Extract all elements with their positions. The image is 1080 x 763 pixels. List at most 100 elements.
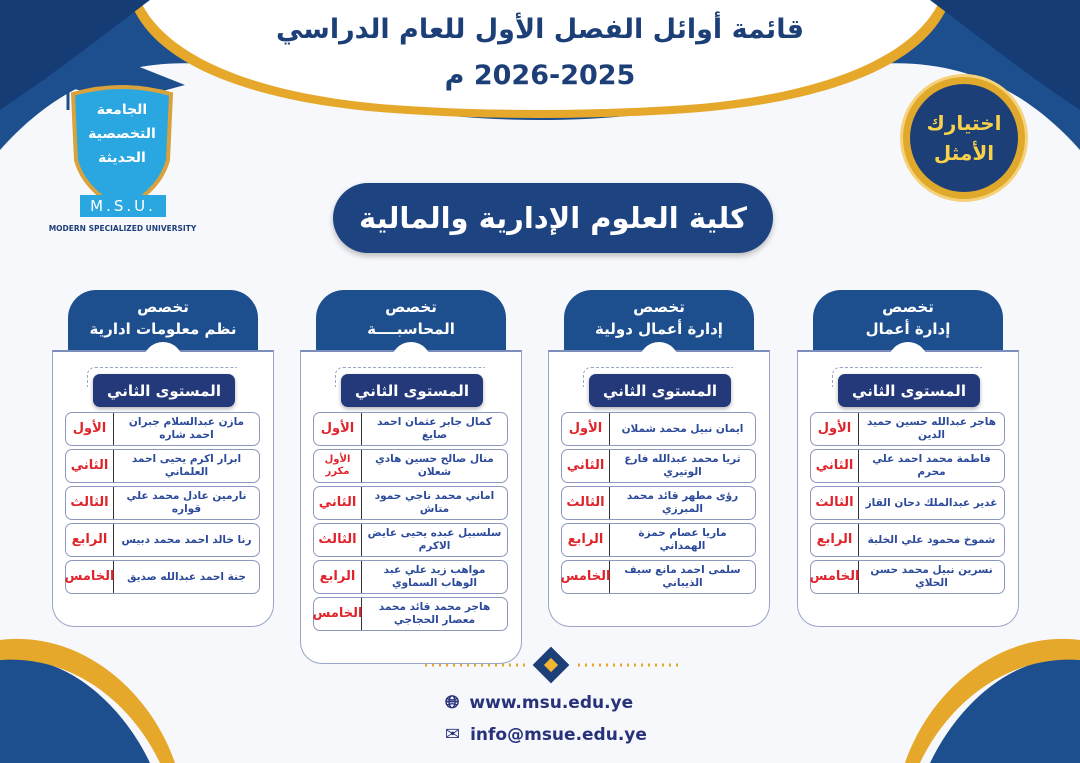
ranking-card: المستوى الثاني الأول ايمان نبيل محمد شملان… xyxy=(548,342,770,627)
slogan-badge: اختيارك الأمثل xyxy=(903,77,1025,199)
rank-label: الرابع xyxy=(314,561,362,593)
student-name: ثريا محمد عبدالله فارع الوتيري xyxy=(624,453,741,478)
graduation-cap-shield-icon xyxy=(60,60,185,213)
logo-abbr: M.S.U. xyxy=(80,195,166,217)
ranking-row: الأول مازن عبدالسلام جبران احمد شاره xyxy=(65,412,260,446)
ranking-row: الخامس هاجر محمد قائد محمد معصار الحجاجي xyxy=(312,597,508,631)
faculty-title: كلية العلوم الإدارية والمالية xyxy=(333,183,773,253)
student-name: مازن عبدالسلام جبران احمد شاره xyxy=(128,416,245,441)
university-logo: الجامعة التخصصية الحديثة M.S.U. MODERN S… xyxy=(40,60,205,238)
rank-label: الثاني xyxy=(811,450,859,482)
major-name: إدارة أعمال دولية xyxy=(595,320,723,338)
badge-line2: الأمثل xyxy=(933,141,995,165)
card-notch xyxy=(143,342,183,362)
rank-label: الثاني xyxy=(562,450,610,482)
rank-label: الأول xyxy=(811,413,859,445)
website-contact[interactable]: 🌐︎ www.msu.edu.ye xyxy=(445,692,633,713)
student-name: ايمان نبيل محمد شملان xyxy=(621,422,744,435)
student-name: سلسبيل عبده يحيى عايض الاكرم xyxy=(367,527,502,552)
ranking-row: الثالث سلسبيل عبده يحيى عايض الاكرم xyxy=(313,523,508,557)
rank-label: الثاني xyxy=(66,450,114,482)
student-name: سلمى احمد مانع سيف الذيباني xyxy=(624,564,741,589)
rank-label: الثالث xyxy=(811,487,859,519)
website-link[interactable]: www.msu.edu.ye xyxy=(469,692,634,713)
student-name: كمال جابر عثمان احمد صايغ xyxy=(377,416,492,441)
ranking-row: الأول مكرر منال صالح حسين هادي شعلان xyxy=(313,449,508,483)
envelope-icon: ✉ xyxy=(445,724,461,745)
ranking-row: الرابع مواهب زيد علي عبد الوهاب السماوي xyxy=(313,560,508,594)
major-name: نظم معلومات ادارية xyxy=(89,320,237,338)
ranking-row: الخامس نسرين نبيل محمد حسن الحلاي xyxy=(809,560,1005,594)
major-header: تخصص إدارة أعمال xyxy=(813,290,1003,352)
dashed-frame xyxy=(832,367,982,387)
logo-english-name: MODERN SPECIALIZED UNIVERSITY xyxy=(48,224,197,233)
ranking-row: الثاني ثريا محمد عبدالله فارع الوتيري xyxy=(561,449,756,483)
dashed-frame xyxy=(583,367,733,387)
ranking-row: الأول ايمان نبيل محمد شملان xyxy=(561,412,756,446)
dashed-frame xyxy=(335,367,485,387)
student-name: مواهب زيد علي عبد الوهاب السماوي xyxy=(383,564,486,589)
rank-label: الأول xyxy=(314,413,362,445)
student-name: رنا خالد احمد محمد دبيس xyxy=(121,533,252,546)
ranking-row: الثاني اماني محمد ناجي حمود متاش xyxy=(313,486,508,520)
logo-arabic-name: الجامعة التخصصية الحديثة xyxy=(88,102,156,166)
globe-icon: 🌐︎ xyxy=(445,692,460,713)
academic-year: 2026-2025 م xyxy=(444,60,636,91)
ranking-row: الرابع ماريا عصام حمزة الهمداني xyxy=(561,523,756,557)
student-name: منال صالح حسين هادي شعلان xyxy=(375,453,494,478)
student-name: ماريا عصام حمزة الهمداني xyxy=(638,527,727,552)
rank-label: الأول مكرر xyxy=(314,450,362,482)
dashed-frame xyxy=(87,367,237,387)
email-link[interactable]: info@msue.edu.ye xyxy=(470,724,647,745)
student-name: غدير عبدالملك دحان القاز xyxy=(865,496,998,509)
ranking-row: الثالث غدير عبدالملك دحان القاز xyxy=(810,486,1005,520)
rank-label: الثالث xyxy=(314,524,362,556)
ranking-row: الثالث رؤى مطهر قائد محمد المبرزي xyxy=(561,486,756,520)
student-name: جنة احمد عبدالله صديق xyxy=(127,570,246,583)
page-title: قائمة أوائل الفصل الأول للعام الدراسي xyxy=(275,14,805,45)
rank-label: الرابع xyxy=(811,524,859,556)
student-name: شموخ محمود علي الخلبة xyxy=(867,533,996,546)
rank-label: الثاني xyxy=(314,487,362,519)
major-name: المحاسبــــة xyxy=(367,320,455,338)
major-tab-label: تخصص xyxy=(882,298,934,316)
major-header: تخصص إدارة أعمال دولية xyxy=(564,290,754,352)
rank-label: الرابع xyxy=(66,524,114,556)
badge-line1: اختيارك xyxy=(926,111,1002,135)
rank-label: الأول xyxy=(562,413,610,445)
email-contact[interactable]: ✉ info@msue.edu.ye xyxy=(445,724,647,745)
ranking-row: الخامس جنة احمد عبدالله صديق xyxy=(64,560,260,594)
level-label: المستوى الثاني xyxy=(341,374,483,407)
ranking-row: الثاني فاطمة محمد احمد علي محرم xyxy=(810,449,1005,483)
ranking-row: الخامس سلمى احمد مانع سيف الذيباني xyxy=(560,560,756,594)
ranking-card: المستوى الثاني الأول مازن عبدالسلام جبران … xyxy=(52,342,274,627)
card-notch xyxy=(639,342,679,362)
level-label: المستوى الثاني xyxy=(589,374,731,407)
rank-label: الثالث xyxy=(66,487,114,519)
ranking-row: الأول هاجر عبدالله حسين حميد الدين xyxy=(810,412,1005,446)
major-tab-label: تخصص xyxy=(633,298,685,316)
major-tab-label: تخصص xyxy=(385,298,437,316)
major-tab-label: تخصص xyxy=(137,298,189,316)
level-label: المستوى الثاني xyxy=(838,374,980,407)
ranking-card: المستوى الثاني الأول هاجر عبدالله حسين حمي… xyxy=(797,342,1019,627)
rank-label: الثالث xyxy=(562,487,610,519)
level-label: المستوى الثاني xyxy=(93,374,235,407)
card-notch xyxy=(391,342,431,362)
rank-label: الأول xyxy=(66,413,114,445)
student-name: هاجر محمد قائد محمد معصار الحجاجي xyxy=(378,601,491,626)
rank-label: الخامس xyxy=(560,561,611,593)
student-name: ابرار اكرم يحيى احمد العلماني xyxy=(131,453,242,478)
major-name: إدارة أعمال xyxy=(865,320,951,338)
major-header: تخصص المحاسبــــة xyxy=(316,290,506,352)
card-notch xyxy=(888,342,928,362)
ranking-row: الرابع رنا خالد احمد محمد دبيس xyxy=(65,523,260,557)
rank-label: الرابع xyxy=(562,524,610,556)
ranking-row: الأول كمال جابر عثمان احمد صايغ xyxy=(313,412,508,446)
rank-label: الخامس xyxy=(312,598,363,630)
ranking-row: الرابع شموخ محمود علي الخلبة xyxy=(810,523,1005,557)
ranking-row: الثاني ابرار اكرم يحيى احمد العلماني xyxy=(65,449,260,483)
rank-label: الخامس xyxy=(64,561,115,593)
rank-label: الخامس xyxy=(809,561,860,593)
